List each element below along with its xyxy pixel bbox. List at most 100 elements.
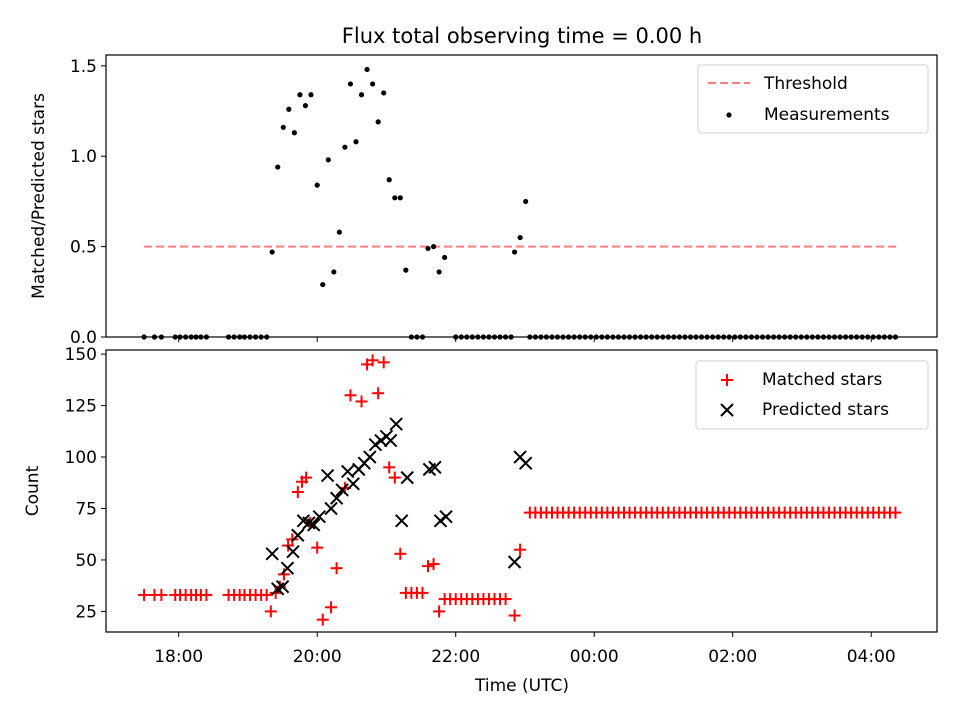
legend-predicted-marker (720, 403, 734, 417)
predicted-star-point (389, 417, 403, 431)
predicted-star-point (518, 456, 533, 470)
bottom-ytick-label: 75 (75, 499, 97, 519)
measurement-point (403, 267, 409, 273)
predicted-star-point (275, 580, 290, 594)
measurement-point (269, 249, 275, 255)
predicted-star-point (265, 547, 279, 561)
figure-title: Flux total observing time = 0.00 h (342, 24, 702, 48)
measurement-point (302, 103, 309, 109)
bottom-ylabel: Count (23, 465, 43, 516)
matched-star-point (394, 547, 407, 560)
measurement-point (286, 106, 292, 112)
measurement-point (358, 92, 365, 98)
matched-star-point (138, 588, 151, 601)
matched-star-point (366, 354, 379, 367)
bottom-xtick-label: 22:00 (431, 647, 480, 667)
top-legend-box (697, 64, 929, 134)
predicted-star-point (400, 470, 414, 485)
top-ytick-label: 1.0 (70, 147, 97, 167)
matched-star-point (383, 461, 396, 474)
matched-star-point (344, 389, 357, 402)
measurement-point (336, 229, 342, 235)
matched-star-point (264, 605, 277, 618)
matched-star-point (260, 588, 273, 601)
matched-star-point (427, 558, 440, 571)
predicted-star-point (307, 518, 321, 532)
predicted-star-point (433, 514, 448, 528)
matched-star-point (300, 471, 313, 484)
top-ytick-label: 1.5 (70, 57, 97, 77)
bottom-xtick-label: 18:00 (154, 647, 203, 667)
predicted-star-point (507, 555, 522, 569)
measurement-point (353, 139, 359, 145)
measurement-point (442, 254, 448, 261)
measurement-point (375, 119, 381, 125)
bottom-ytick-label: 125 (65, 397, 97, 417)
legend-matched-label: Matched stars (762, 370, 882, 390)
legend-measurements-marker (726, 112, 732, 118)
top-yticks: 0.0 0.5 1.0 1.5 (70, 57, 106, 348)
measurement-point (275, 164, 281, 170)
matched-star-point (155, 588, 168, 601)
matched-star-point (416, 586, 429, 599)
predicted-star-point (324, 501, 338, 516)
bottom-xtick-label: 04:00 (847, 647, 896, 667)
measurement-point (511, 249, 518, 255)
measurement-point (308, 92, 314, 98)
matched-star-point (388, 471, 401, 484)
bottom-xlabel: Time (UTC) (474, 676, 569, 696)
predicted-star-point (340, 464, 355, 479)
legend-measurements-label: Measurements (764, 105, 890, 125)
predicted-star-point (428, 460, 442, 475)
measurement-point (523, 198, 529, 205)
legend-threshold-label: Threshold (763, 74, 848, 94)
top-panel: 0.0 0.5 1.0 1.5 Matched/Predicted stars Thr… (29, 54, 938, 348)
matched-star-point (311, 541, 324, 554)
bottom-ytick-label: 100 (65, 448, 97, 468)
bottom-xtick-label: 02:00 (708, 647, 757, 667)
measurement-point (320, 281, 326, 288)
matched-star-point (422, 560, 435, 573)
measurement-point (325, 157, 331, 163)
bottom-legend-box (695, 360, 929, 430)
predicted-star-point (383, 433, 398, 448)
measurement-point (381, 90, 387, 96)
predicted-star-point (394, 514, 409, 528)
top-ytick-label: 0.0 (70, 328, 97, 348)
measurement-point (425, 245, 431, 252)
top-ylabel: Matched/Predicted stars (29, 93, 49, 299)
measurement-point (314, 182, 320, 188)
bottom-ytick-label: 50 (75, 551, 97, 571)
measurement-point (430, 244, 437, 250)
measurement-point (280, 124, 286, 130)
matched-star-point (291, 486, 304, 499)
matched-star-point (316, 613, 329, 626)
predicted-star-point (280, 561, 295, 575)
measurement-point (436, 269, 442, 275)
bottom-marks (138, 354, 902, 626)
top-ytick-label: 0.5 (70, 238, 97, 258)
matched-star-point (269, 586, 282, 599)
predicted-star-point (363, 450, 377, 464)
bottom-yticks: 25 50 75 100 125 150 (65, 345, 106, 622)
matched-star-point (325, 601, 338, 614)
measurement-point (291, 130, 297, 136)
matched-star-point (514, 543, 527, 556)
matched-star-point (330, 562, 343, 575)
measurement-point (397, 195, 403, 201)
predicted-star-point (374, 433, 388, 448)
bottom-xtick-label: 20:00 (293, 647, 342, 667)
measurement-point (364, 66, 370, 73)
matched-star-point (508, 609, 521, 622)
matched-star-point (433, 605, 446, 618)
predicted-star-point (439, 510, 453, 524)
predicted-star-point (368, 437, 383, 452)
bottom-legend: Matched stars Predicted stars (695, 360, 929, 430)
predicted-star-point (291, 528, 305, 542)
predicted-star-point (320, 468, 335, 483)
bottom-panel: 25 50 75 100 125 150 18:00 20:00 22:00 00:00 02:0… (23, 345, 938, 696)
bottom-ytick-label: 150 (65, 345, 97, 365)
matched-star-point (355, 395, 368, 408)
matched-star-point (889, 506, 902, 519)
matched-star-point (499, 593, 512, 606)
